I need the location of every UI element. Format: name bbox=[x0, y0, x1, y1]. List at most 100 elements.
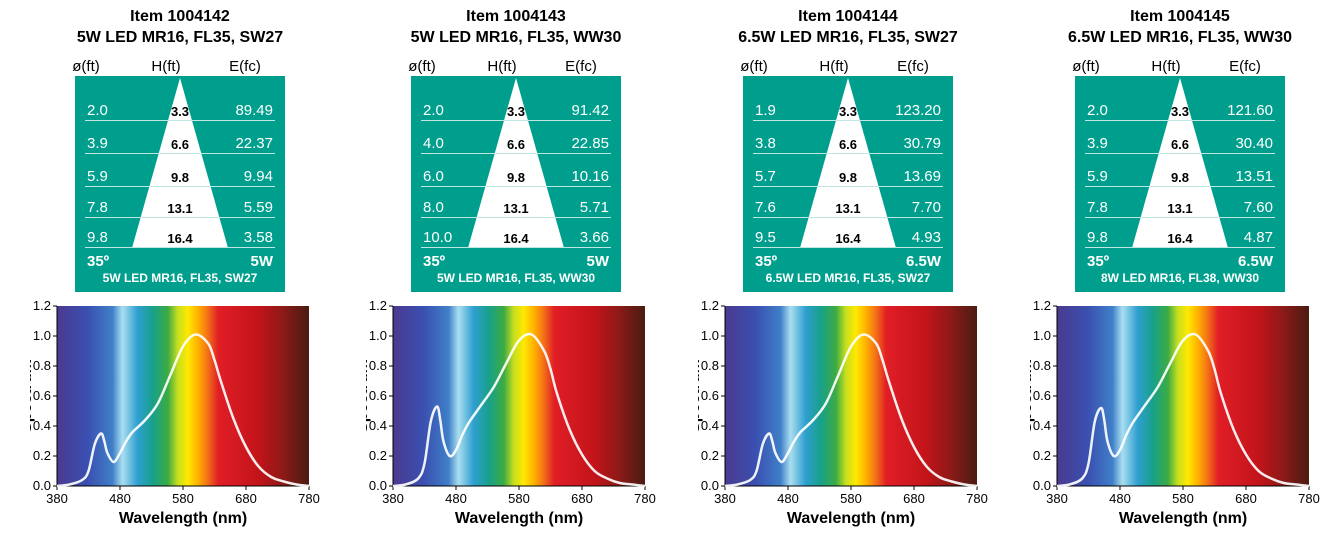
x-tick-label: 780 bbox=[966, 491, 988, 506]
height-value: 16.4 bbox=[167, 231, 193, 246]
illuminance-value: 10.16 bbox=[571, 168, 609, 185]
y-axis-label: Spectrum bbox=[30, 359, 35, 433]
height-value: 9.8 bbox=[170, 170, 190, 185]
x-tick-label: 580 bbox=[1172, 491, 1194, 506]
y-tick-label: 1.2 bbox=[701, 298, 719, 313]
row-divider bbox=[85, 186, 275, 187]
item-name: 5W LED MR16, FL35, SW27 bbox=[76, 29, 284, 46]
item-number: Item 1004143 bbox=[466, 8, 566, 25]
photometric-table: 2.0 3.3 91.42 4.0 6.6 22.85 6.0 9.8 10.16 8.0 1… bbox=[411, 76, 621, 292]
x-tick-label: 580 bbox=[172, 491, 194, 506]
y-tick-label: 0.8 bbox=[1033, 358, 1051, 373]
row-divider bbox=[753, 120, 943, 121]
wattage: 5W bbox=[586, 253, 610, 270]
beam-angle: 35º bbox=[87, 253, 110, 270]
row-divider bbox=[85, 120, 275, 121]
illuminance-value: 4.87 bbox=[1243, 229, 1273, 246]
diameter-value: 2.0 bbox=[423, 102, 444, 119]
height-value: 3.3 bbox=[506, 104, 526, 119]
row-divider bbox=[85, 217, 275, 218]
spectrum-chart: 0.0 0.2 0.4 0.6 0.8 1.0 1.2 380 480 580 680 780 Spec… bbox=[366, 298, 656, 527]
table-caption: 5W LED MR16, FL35, SW27 bbox=[102, 271, 258, 285]
y-tick-label: 0.0 bbox=[33, 478, 51, 493]
x-tick-label: 680 bbox=[235, 491, 257, 506]
x-axis-label: Wavelength (nm) bbox=[787, 510, 915, 527]
table-row: 10.0 16.4 3.66 bbox=[421, 226, 611, 248]
height-value: 3.3 bbox=[1170, 104, 1190, 119]
beam-angle: 35º bbox=[423, 253, 446, 270]
item-name: 6.5W LED MR16, FL35, SW27 bbox=[738, 29, 958, 46]
spectrum-background bbox=[57, 306, 309, 486]
y-tick-label: 1.0 bbox=[33, 328, 51, 343]
spectrum-background bbox=[1057, 306, 1309, 486]
row-divider bbox=[1085, 120, 1275, 121]
row-divider bbox=[421, 153, 611, 154]
diameter-value: 3.8 bbox=[755, 135, 776, 152]
y-tick-label: 0.0 bbox=[701, 478, 719, 493]
y-tick-label: 0.2 bbox=[369, 448, 387, 463]
y-tick-label: 1.2 bbox=[369, 298, 387, 313]
y-tick-label: 0.4 bbox=[369, 418, 387, 433]
table-row: 7.8 13.1 7.60 bbox=[1085, 196, 1275, 218]
x-tick-label: 480 bbox=[109, 491, 131, 506]
illuminance-value: 5.59 bbox=[243, 199, 273, 216]
x-axis-label: Wavelength (nm) bbox=[455, 510, 583, 527]
illuminance-value: 22.37 bbox=[235, 135, 273, 152]
y-axis-label: Spectrum bbox=[1030, 359, 1035, 433]
height-value: 16.4 bbox=[503, 231, 529, 246]
height-value: 9.8 bbox=[506, 170, 526, 185]
diameter-value: 3.9 bbox=[87, 135, 108, 152]
row-divider bbox=[421, 217, 611, 218]
illuminance-value: 3.66 bbox=[579, 229, 609, 246]
x-axis-label: Wavelength (nm) bbox=[119, 510, 247, 527]
x-tick-label: 480 bbox=[445, 491, 467, 506]
row-divider bbox=[753, 153, 943, 154]
y-tick-label: 0.6 bbox=[33, 388, 51, 403]
row-divider bbox=[1085, 186, 1275, 187]
table-row: 8.0 13.1 5.71 bbox=[421, 196, 611, 218]
row-divider bbox=[85, 153, 275, 154]
table-row: 9.8 16.4 3.58 bbox=[85, 226, 275, 248]
col-head-illuminance: E(fc) bbox=[1229, 58, 1261, 75]
illuminance-value: 3.58 bbox=[243, 229, 273, 246]
illuminance-value: 9.94 bbox=[243, 168, 273, 185]
height-value: 9.8 bbox=[838, 170, 858, 185]
y-tick-label: 1.2 bbox=[33, 298, 51, 313]
beam-cone bbox=[468, 78, 564, 248]
diameter-value: 7.6 bbox=[755, 199, 776, 216]
product-panel-2: Item 1004143 5W LED MR16, FL35, WW30 ø(f… bbox=[366, 0, 666, 537]
table-row: 6.0 9.8 10.16 bbox=[421, 165, 611, 187]
row-divider bbox=[421, 120, 611, 121]
y-tick-label: 0.0 bbox=[1033, 478, 1051, 493]
diameter-value: 4.0 bbox=[423, 135, 444, 152]
wattage: 5W bbox=[250, 253, 274, 270]
diameter-value: 8.0 bbox=[423, 199, 444, 216]
height-value: 16.4 bbox=[1167, 231, 1193, 246]
x-tick-label: 380 bbox=[382, 491, 404, 506]
row-divider bbox=[421, 247, 611, 248]
col-head-diameter: ø(ft) bbox=[740, 58, 768, 75]
illuminance-value: 91.42 bbox=[571, 102, 609, 119]
table-row: 5.9 9.8 13.51 bbox=[1085, 165, 1275, 187]
diameter-value: 9.8 bbox=[87, 229, 108, 246]
diameter-value: 3.9 bbox=[1087, 135, 1108, 152]
diameter-value: 9.8 bbox=[1087, 229, 1108, 246]
photometric-table: 1.9 3.3 123.20 3.8 6.6 30.79 5.7 9.8 13.69 7.6… bbox=[743, 76, 953, 292]
illuminance-value: 30.79 bbox=[903, 135, 941, 152]
y-tick-label: 0.8 bbox=[33, 358, 51, 373]
x-tick-label: 380 bbox=[714, 491, 736, 506]
height-value: 16.4 bbox=[835, 231, 861, 246]
item-name: 5W LED MR16, FL35, WW30 bbox=[410, 29, 622, 46]
y-tick-label: 0.2 bbox=[1033, 448, 1051, 463]
table-caption: 5W LED MR16, FL35, WW30 bbox=[436, 271, 596, 285]
spectrum-curve bbox=[56, 333, 310, 488]
illuminance-value: 13.69 bbox=[903, 168, 941, 185]
col-head-illuminance: E(fc) bbox=[565, 58, 597, 75]
diameter-value: 5.7 bbox=[755, 168, 776, 185]
y-tick-label: 0.8 bbox=[369, 358, 387, 373]
y-tick-label: 0.6 bbox=[701, 388, 719, 403]
diameter-value: 7.8 bbox=[1087, 199, 1108, 216]
row-divider bbox=[753, 186, 943, 187]
spectrum-chart: 0.0 0.2 0.4 0.6 0.8 1.0 1.2 380 480 580 680 780 Spec… bbox=[1030, 298, 1320, 527]
illuminance-value: 7.60 bbox=[1243, 199, 1273, 216]
